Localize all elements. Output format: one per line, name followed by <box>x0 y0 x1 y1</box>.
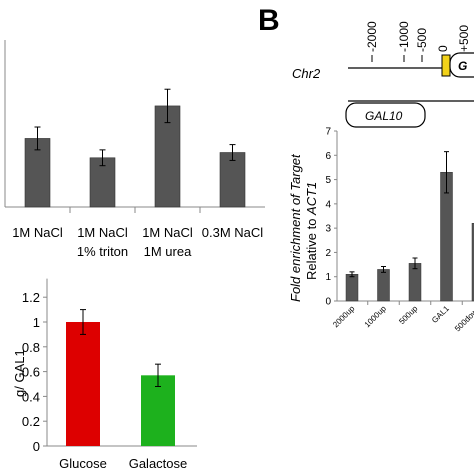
promoter-box <box>441 54 451 77</box>
y-tick-label: 2 <box>325 248 331 259</box>
gal10-gene-label: GAL10 <box>365 109 403 123</box>
x-tick-label: 1M NaCl <box>12 225 63 240</box>
x-tick-label: 1M urea <box>144 244 192 259</box>
x-tick-label: Glucose <box>59 456 107 471</box>
y-tick-label: 0.2 <box>22 414 40 429</box>
y-tick-label: 6 <box>325 151 331 162</box>
y-tick-label: 1.2 <box>22 290 40 305</box>
x-tick-label: Galactose <box>129 456 188 471</box>
bar <box>66 322 100 446</box>
x-tick-label: GAL1 <box>430 304 451 325</box>
y-tick-label: 0 <box>33 439 40 454</box>
chart-top-left: 1M NaCl 1M NaCl 1% triton 1M NaCl 1M urea 0.3… <box>4 40 265 259</box>
bar <box>345 274 359 302</box>
y-tick-label: 0.8 <box>22 340 40 355</box>
y-tick-label: 7 <box>325 127 331 138</box>
position-label: 0 <box>436 45 450 52</box>
gal1-gene-box <box>449 52 474 78</box>
position-label: -500 <box>415 28 429 52</box>
bar <box>219 152 246 208</box>
gal1-gene-label: G <box>458 59 467 73</box>
right-chart-ylabel-line1: Fold enrichment of Target <box>288 153 303 302</box>
y-tick-label: 0 <box>325 297 331 308</box>
position-label: +500 <box>457 25 471 52</box>
x-tick-label: 500up <box>397 304 419 326</box>
gene-diagram: -2000 -1000 -500 0 +500 Chr2 GAL10 G <box>292 21 474 128</box>
x-tick-label: 1M NaCl <box>77 225 128 240</box>
bar <box>377 269 390 302</box>
bottom-chart-ylabel: g/ GAL1 <box>12 349 27 397</box>
y-tick-label: 4 <box>325 199 331 210</box>
chart-right: 0 1 2 3 4 5 6 7 2000up 1000up 500up GAL1 500down <box>325 127 474 333</box>
y-tick-label: 1 <box>33 315 40 330</box>
chromosome-label: Chr2 <box>292 66 321 81</box>
panel-b-label: B <box>258 4 280 37</box>
right-chart-ylabel-line2: Relative to ACT1 <box>304 182 319 280</box>
y-tick-label: 0.6 <box>22 365 40 380</box>
bar <box>471 223 474 302</box>
bar <box>141 375 175 446</box>
y-tick-label: 5 <box>325 175 331 186</box>
x-tick-label: 0.3M NaCl <box>202 225 264 240</box>
position-label: -2000 <box>365 21 379 52</box>
x-tick-label: 500down <box>453 304 474 333</box>
position-label: -1000 <box>397 21 411 52</box>
x-tick-label: 2000up <box>331 304 357 330</box>
x-tick-label: 1000up <box>363 304 389 330</box>
x-tick-label: 1M NaCl <box>142 225 193 240</box>
y-tick-label: 1 <box>325 272 331 283</box>
gal10-gene-box <box>345 102 426 128</box>
chart-bottom-left: 0 0.2 0.4 0.6 0.8 1 1.2 Glucose Galactose <box>22 278 197 471</box>
x-tick-label: 1% triton <box>77 244 128 259</box>
y-tick-label: 0.4 <box>22 389 40 404</box>
y-tick-label: 3 <box>325 224 331 235</box>
